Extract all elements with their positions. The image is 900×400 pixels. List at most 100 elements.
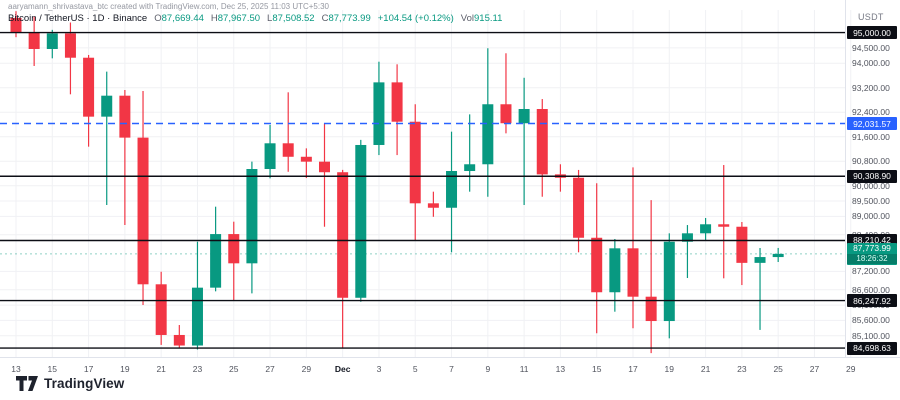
candle-body: [210, 234, 222, 288]
candle-body: [482, 104, 494, 165]
candle-body: [446, 171, 458, 208]
time-tick-label: 23: [192, 364, 203, 374]
candle-body: [173, 334, 185, 346]
symbol-title[interactable]: Bitcoin / TetherUS · 1D · Binance: [8, 13, 148, 24]
legend-volume: Vol915.11: [460, 13, 503, 24]
candle-body: [119, 95, 131, 138]
price-tick-label: 86,600.00: [852, 284, 890, 295]
candle-body: [282, 143, 294, 157]
time-tick-label: 15: [591, 364, 602, 374]
candle-body: [518, 109, 530, 124]
time-tick-label: 25: [229, 364, 239, 374]
tradingview-logo[interactable]: TradingView: [16, 376, 124, 391]
candle-body: [681, 233, 693, 242]
legend-close: C87,773.99: [321, 13, 371, 24]
candle-body: [46, 33, 58, 49]
price-tick-label: 85,600.00: [852, 315, 890, 326]
candle-body: [64, 33, 76, 58]
price-tick-label: 89,000.00: [852, 211, 890, 222]
price-tick-label: 90,000.00: [852, 180, 890, 191]
time-tick-label: 23: [737, 364, 747, 374]
candle-body: [427, 203, 439, 208]
time-tick-label: 15: [47, 364, 58, 374]
candle-body: [536, 109, 548, 175]
time-tick-label: 7: [449, 364, 454, 374]
candle-body: [500, 104, 512, 124]
price-tick-label: 85,100.00: [852, 330, 890, 341]
line-price-label: 95,000.00: [847, 26, 897, 40]
candle-body: [591, 237, 603, 293]
candle-body: [663, 241, 675, 322]
time-axis[interactable]: 13 15 17 19 21 23 25 27 29 Dec 3 5 7 9 11 13 15 17 19 21 23 2…: [0, 357, 900, 400]
candle-body: [736, 226, 748, 263]
time-tick-label: 25: [773, 364, 783, 374]
candle-body: [318, 161, 330, 173]
tradingview-logo-text: TradingView: [44, 376, 125, 391]
price-tick-label: 92,400.00: [852, 107, 890, 118]
candle-body: [573, 177, 585, 238]
price-tick-label: 94,500.00: [852, 42, 890, 53]
legend-open: O87,669.44: [154, 13, 204, 24]
candle-body: [391, 82, 403, 122]
line-price-label: 86,247.92: [847, 294, 897, 308]
time-tick-label: 3: [376, 364, 382, 374]
time-tick-label: 5: [412, 364, 418, 374]
legend-high: H87,967.50: [210, 13, 261, 24]
candle-body: [300, 156, 312, 162]
candle-body: [772, 253, 784, 258]
time-tick-label: 13: [11, 364, 21, 374]
legend-low: L87,508.52: [267, 13, 315, 24]
candle-body: [609, 248, 621, 293]
price-tick-label: 87,200.00: [852, 266, 890, 277]
candle-body: [137, 137, 149, 285]
candle-body: [83, 57, 95, 117]
line-price-label: 84,698.63: [847, 341, 897, 355]
price-axis[interactable]: USDT 94,500.00 94,000.00 93,200.00 92,400.0…: [846, 0, 900, 357]
candle-body: [337, 172, 349, 298]
alert-price-label: 92,031.57: [847, 117, 897, 130]
candle-body: [409, 121, 421, 204]
legend-bar: Bitcoin / TetherUS · 1D · Binance O87,66…: [8, 13, 502, 24]
legend-change: +104.54 (+0.12%): [377, 13, 454, 24]
watermark-text: aaryamann_shrivastava_btc created with T…: [8, 2, 329, 11]
price-axis-currency: USDT: [858, 12, 884, 22]
candle-body: [228, 234, 240, 264]
candle-body: [10, 17, 22, 33]
time-tick-label: 13: [555, 364, 566, 374]
candle-body: [28, 32, 40, 49]
time-tick-label: 29: [846, 364, 856, 374]
last-price-label[interactable]: 87,773.99 18:26:32: [847, 242, 897, 265]
price-tick-label: 89,500.00: [852, 196, 890, 206]
time-tick-label: 17: [83, 364, 94, 374]
price-tick-label: 90,800.00: [852, 156, 890, 167]
price-scale-separator: [845, 0, 846, 357]
candle-body: [264, 143, 276, 170]
candle-body: [246, 169, 258, 264]
time-tick-label: 29: [301, 364, 312, 374]
candle-body: [355, 144, 367, 298]
time-tick-label: 21: [156, 364, 166, 374]
candle-body: [155, 284, 167, 335]
candle-body: [645, 296, 657, 322]
time-tick-label: 9: [485, 364, 491, 374]
price-tick-label: 93,200.00: [852, 82, 890, 93]
candle-body: [101, 95, 113, 117]
time-tick-label: 27: [809, 364, 820, 374]
time-tick-label: 17: [628, 364, 638, 374]
price-tick-label: 94,000.00: [852, 58, 890, 69]
line-price-label: 90,308.90: [847, 169, 897, 183]
candle-body: [700, 224, 712, 234]
candle-body: [191, 287, 203, 346]
time-tick-label: 19: [664, 364, 675, 374]
candle-body: [373, 82, 385, 145]
price-tick-label: 91,600.00: [852, 131, 890, 142]
time-tick-label: 11: [519, 364, 529, 374]
time-tick-label: 27: [265, 364, 275, 374]
candle-body: [754, 257, 766, 263]
time-tick-label: 19: [120, 364, 130, 374]
time-tick-label: Dec: [334, 364, 351, 374]
last-price-value: 87,773.99: [853, 242, 891, 253]
candle-body: [464, 164, 476, 172]
